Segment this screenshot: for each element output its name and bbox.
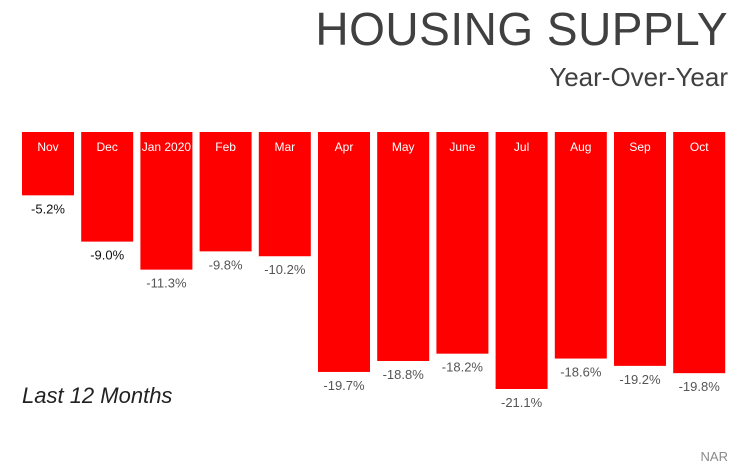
data-label: -10.2% <box>264 262 306 277</box>
data-label: -9.8% <box>209 257 243 272</box>
bar-nov <box>22 132 74 196</box>
bar-feb <box>199 132 252 252</box>
category-label: Nov <box>37 140 58 154</box>
category-label: Dec <box>97 140 118 154</box>
category-label: Jan 2020 <box>142 140 192 154</box>
data-label: -5.2% <box>31 201 65 216</box>
data-label: -18.6% <box>560 365 602 380</box>
data-label: -21.1% <box>501 395 543 410</box>
category-label: Apr <box>335 140 354 154</box>
data-label: -9.0% <box>90 248 124 263</box>
bar-june <box>436 132 489 354</box>
period-annotation: Last 12 Months <box>22 383 173 408</box>
chart-title: HOUSING SUPPLY <box>315 3 728 55</box>
data-label: -18.8% <box>383 367 425 382</box>
category-label: Feb <box>215 140 236 154</box>
data-label: -18.2% <box>442 360 484 375</box>
data-label: -19.7% <box>323 378 365 393</box>
category-label: Aug <box>570 140 591 154</box>
category-label: Sep <box>629 140 651 154</box>
bar-may <box>377 132 430 361</box>
bar-oct <box>673 132 726 374</box>
data-label: -19.2% <box>619 372 661 387</box>
category-label: Jul <box>514 140 529 154</box>
bar-apr <box>318 132 370 372</box>
category-label: Mar <box>274 140 295 154</box>
bar-jan-2020 <box>140 132 193 270</box>
data-label: -11.3% <box>146 276 187 291</box>
bar-jul <box>495 132 548 389</box>
category-label: Oct <box>690 140 709 154</box>
bar-dec <box>81 132 134 242</box>
source-label: NAR <box>700 449 728 464</box>
bar-aug <box>554 132 607 359</box>
bar-mar <box>258 132 311 257</box>
data-label: -19.8% <box>679 379 721 394</box>
category-label: May <box>392 140 415 154</box>
bar-sep <box>614 132 666 366</box>
chart-subtitle: Year-Over-Year <box>549 62 728 92</box>
category-label: June <box>449 140 475 154</box>
